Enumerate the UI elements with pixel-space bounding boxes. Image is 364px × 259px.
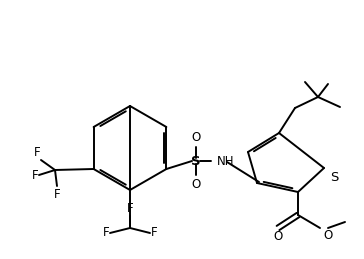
Text: O: O bbox=[191, 178, 201, 191]
Text: F: F bbox=[31, 169, 38, 182]
Text: F: F bbox=[151, 227, 158, 240]
Text: S: S bbox=[330, 171, 339, 184]
Text: F: F bbox=[127, 202, 133, 215]
Text: S: S bbox=[191, 155, 201, 168]
Text: O: O bbox=[191, 131, 201, 144]
Text: O: O bbox=[323, 229, 332, 242]
Text: O: O bbox=[273, 230, 282, 243]
Text: F: F bbox=[33, 146, 40, 159]
Text: F: F bbox=[102, 227, 109, 240]
Text: F: F bbox=[54, 188, 60, 201]
Text: NH: NH bbox=[217, 155, 234, 168]
